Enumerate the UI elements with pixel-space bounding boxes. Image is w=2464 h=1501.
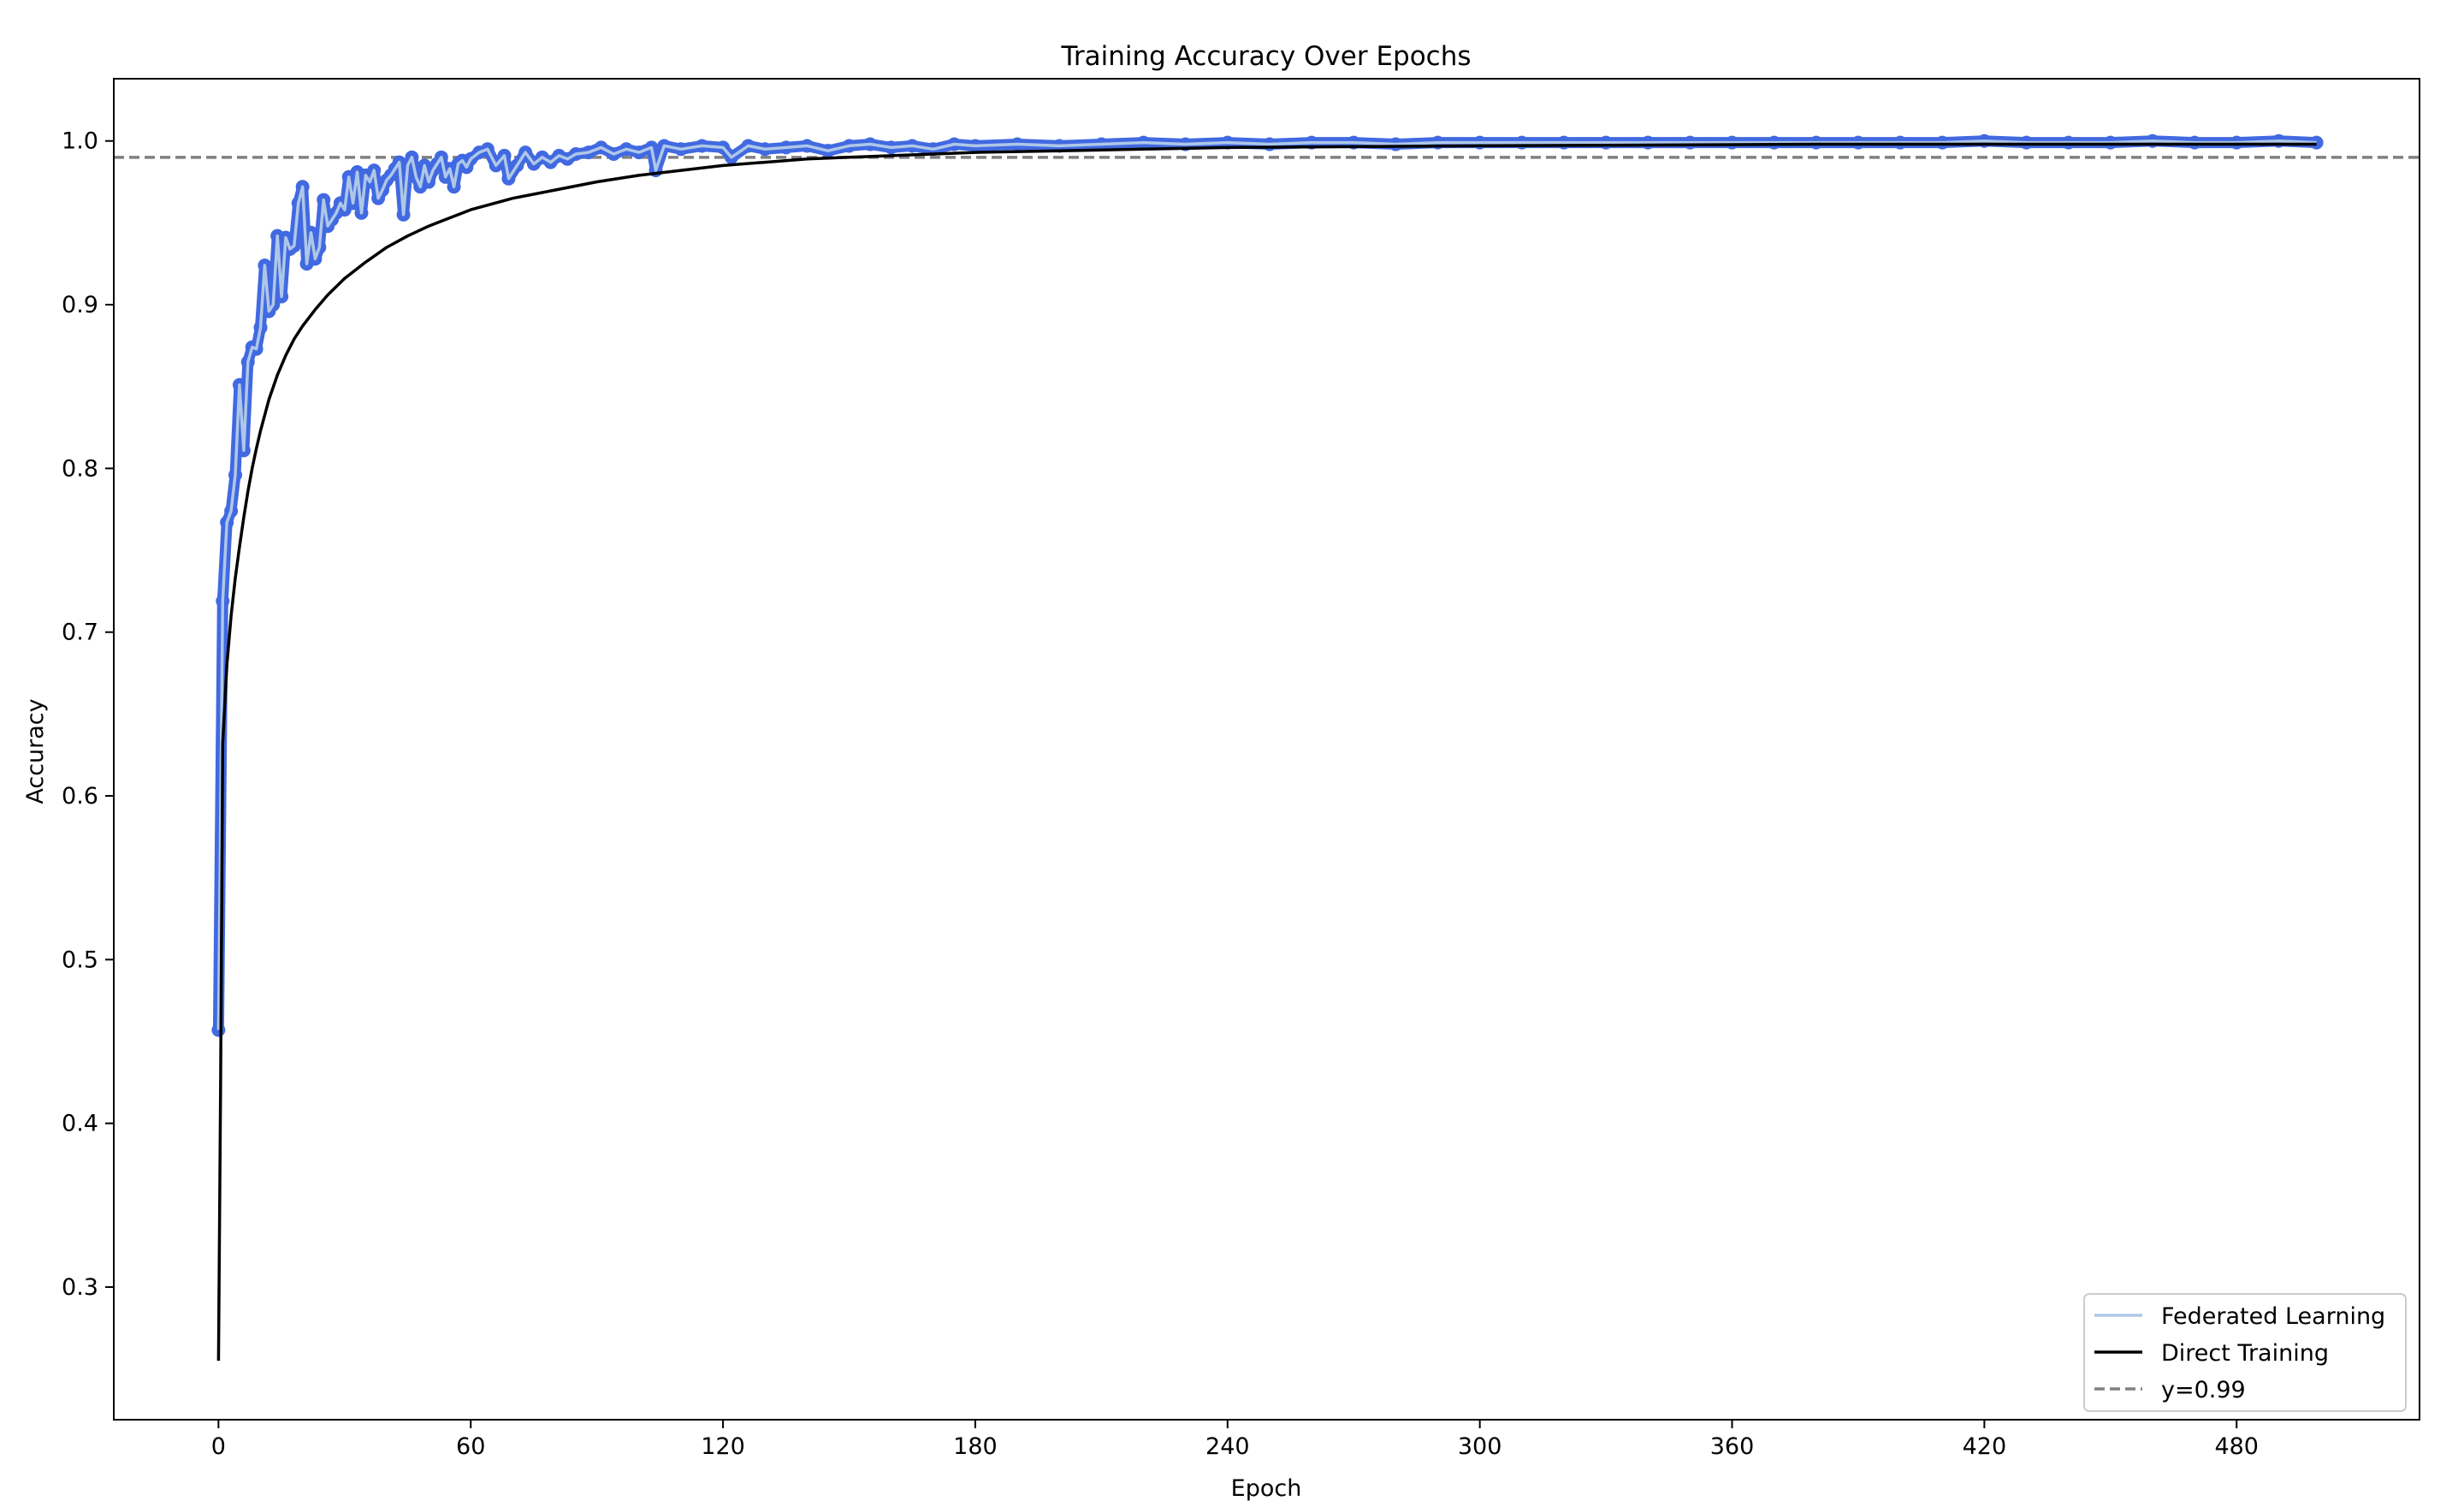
- y-tick-label: 0.3: [62, 1274, 98, 1301]
- x-axis: 0 60 120 180 240 300 360 420 480: [211, 1420, 2259, 1460]
- plot-area: [114, 133, 2420, 1362]
- legend-label-threshold: y=0.99: [2161, 1377, 2246, 1403]
- x-tick-label: 0: [211, 1433, 226, 1460]
- legend-label-federated-learning: Federated Learning: [2161, 1303, 2385, 1330]
- federated-learning-point: [2309, 135, 2324, 150]
- series-federated-learning-line: [216, 139, 2317, 1030]
- series-layer: [211, 133, 2324, 1362]
- x-tick-label: 240: [1205, 1433, 1250, 1460]
- series-direct-training-line: [216, 142, 2317, 1362]
- x-tick-label: 300: [1458, 1433, 1502, 1460]
- y-axis: 0.3 0.4 0.5 0.6 0.7 0.8 0.9 1.0: [62, 128, 114, 1301]
- x-tick-label: 120: [701, 1433, 745, 1460]
- y-tick-label: 0.7: [62, 620, 98, 646]
- y-tick-label: 0.4: [62, 1111, 98, 1137]
- x-tick-label: 480: [2214, 1433, 2259, 1460]
- axes-frame: [113, 78, 2420, 1421]
- legend-label-direct-training: Direct Training: [2161, 1340, 2329, 1367]
- y-axis-label: Accuracy: [22, 698, 49, 804]
- y-tick-label: 0.9: [62, 292, 98, 318]
- x-tick-label: 360: [1710, 1433, 1755, 1460]
- y-tick-label: 0.8: [62, 455, 98, 482]
- x-tick-label: 60: [456, 1433, 485, 1460]
- x-axis-label: Epoch: [1231, 1475, 1302, 1501]
- x-tick-label: 420: [1963, 1433, 2007, 1460]
- legend: Federated Learning Direct Training y=0.9…: [2083, 1293, 2407, 1412]
- legend-frame: [2083, 1293, 2407, 1412]
- y-tick-label: 0.6: [62, 783, 98, 810]
- x-tick-label: 180: [953, 1433, 998, 1460]
- y-tick-label: 1.0: [62, 128, 98, 155]
- y-tick-label: 0.5: [62, 946, 98, 973]
- chart-title: Training Accuracy Over Epochs: [1060, 41, 1471, 72]
